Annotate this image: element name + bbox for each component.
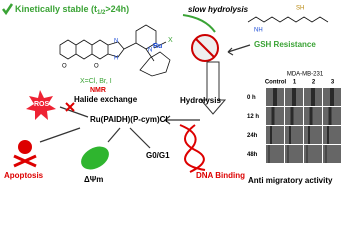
micrograph [323,145,341,163]
arrow [164,115,200,125]
apoptosis-label: Apoptosis [4,171,44,180]
slow-hydrolysis: slow hydrolysis [188,5,249,14]
column-label: Control [265,80,287,86]
membrane-potential: ΔΨm [84,175,103,184]
big-arrow [199,61,227,115]
micrograph [304,126,322,144]
stability-sub: 1/2 [97,10,106,16]
micrograph [285,107,303,125]
blocked-slash [195,38,215,58]
micrograph [304,145,322,163]
arrow [129,127,151,149]
scratch [327,126,329,144]
atom: X [168,37,173,44]
gsh-label: GSH Resistance [254,40,316,49]
cross [65,102,75,112]
scratch [311,88,315,106]
arrow [182,14,216,33]
cell-line: MDA-MB-231 [287,72,324,78]
scratch [271,107,275,125]
column-label: 2 [312,80,316,86]
atom: H [114,56,118,62]
atom: O [62,64,67,70]
gsh-structure [247,16,329,23]
cell-cycle: G0/G1 [146,151,170,160]
atom: N [114,39,118,45]
activity-label: Anti migratory activity [248,176,333,185]
arrow [39,127,81,143]
ros-label: ROS [34,101,50,108]
scratch [273,88,277,106]
micrograph [304,107,322,125]
scratch [289,126,291,144]
atom: N [148,48,152,54]
scratch [309,107,313,125]
ros-star [26,90,56,120]
micrograph-grid: Control 1 2 3 0 h 12 h 24h 48h [247,80,341,163]
complex-name: Ru(PAIDH)(P-cym)Cl [90,115,168,124]
micrograph [285,126,303,144]
stability-end: >24h) [105,4,129,14]
scratch [270,126,272,144]
scratch [308,126,310,144]
atom: O [94,64,99,70]
column-label: 1 [293,80,297,86]
crossbones [13,154,37,168]
stability-main: Kinetically stable (t [15,4,97,14]
scratch [306,145,308,163]
row-label: 24h [247,133,258,139]
atom: SH [296,6,304,12]
micrograph [266,107,284,125]
row-label: 48h [247,152,258,158]
scratch [330,88,334,106]
atom: Ru [153,43,162,50]
dna-helix [179,124,206,173]
arrow [107,127,121,143]
dna-label: DNA Binding [196,171,245,180]
row-label: 12 h [247,114,259,120]
mitochondrion [81,146,109,170]
column-label: 3 [331,80,335,86]
scratch [268,145,270,163]
scratch [290,107,294,125]
atom: NH [254,28,263,34]
check-icon [2,3,14,16]
micrograph [323,126,341,144]
micrograph [266,126,284,144]
scratch [325,145,327,163]
row-label: 0 h [247,95,256,101]
nmr-label: NMR [90,87,106,94]
arrow [227,44,251,56]
micrograph [323,107,341,125]
stability-text: Kinetically stable (t1/2>24h) [15,4,129,15]
micrograph [285,145,303,163]
scratch [328,107,332,125]
hydrolysis-label: Hydrolysis [180,96,221,105]
halide-list: X=Cl, Br, I [80,78,112,85]
micrograph [266,145,284,163]
scratch [292,88,296,106]
graphical-abstract: Kinetically stable (t1/2>24h) slow hydro… [2,3,341,185]
scratch [287,145,289,163]
skull [18,140,32,154]
arrow [59,106,89,118]
halide-exchange: Halide exchange [74,95,138,104]
complex-structure [59,24,171,77]
